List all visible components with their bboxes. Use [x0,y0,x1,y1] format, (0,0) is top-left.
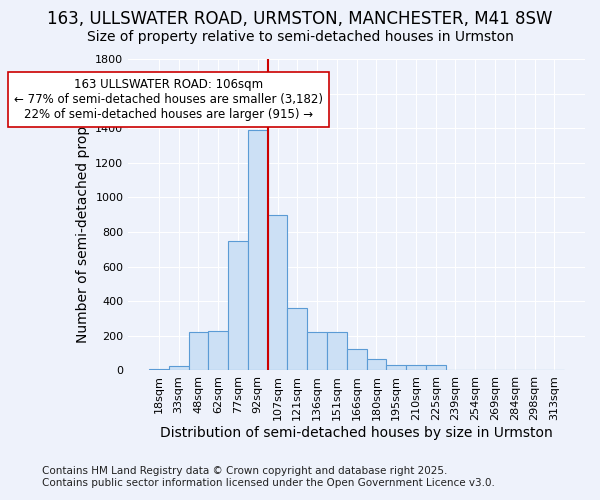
Bar [307,332,327,370]
Bar [149,368,169,370]
Bar [248,130,268,370]
Bar [406,366,426,370]
Text: 163, ULLSWATER ROAD, URMSTON, MANCHESTER, M41 8SW: 163, ULLSWATER ROAD, URMSTON, MANCHESTER… [47,10,553,28]
Bar [188,332,208,370]
Bar [169,366,188,370]
Bar [327,332,347,370]
Y-axis label: Number of semi-detached properties: Number of semi-detached properties [76,86,89,343]
Bar [367,359,386,370]
Bar [208,330,228,370]
Bar [287,308,307,370]
Bar [268,214,287,370]
Bar [228,240,248,370]
Bar [347,349,367,370]
Bar [386,366,406,370]
Text: Size of property relative to semi-detached houses in Urmston: Size of property relative to semi-detach… [86,30,514,44]
X-axis label: Distribution of semi-detached houses by size in Urmston: Distribution of semi-detached houses by … [160,426,553,440]
Text: Contains HM Land Registry data © Crown copyright and database right 2025.
Contai: Contains HM Land Registry data © Crown c… [42,466,495,487]
Text: 163 ULLSWATER ROAD: 106sqm
← 77% of semi-detached houses are smaller (3,182)
22%: 163 ULLSWATER ROAD: 106sqm ← 77% of semi… [14,78,323,121]
Bar [426,366,446,370]
